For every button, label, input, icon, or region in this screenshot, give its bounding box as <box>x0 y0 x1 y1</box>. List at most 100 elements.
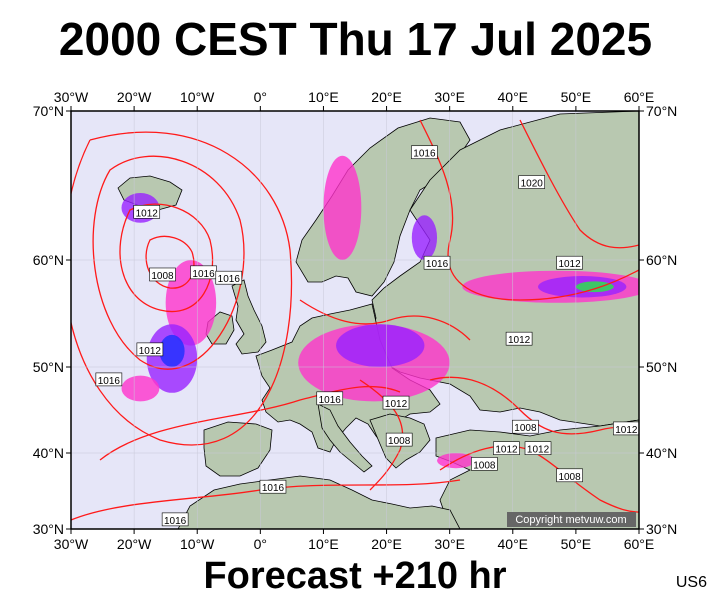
lon-tick-label-bottom: 20°E <box>371 536 402 552</box>
isobar-line <box>119 203 214 313</box>
isobar-line <box>439 445 639 513</box>
lat-tick-label-left: 60°N <box>33 252 64 268</box>
precip-area <box>575 281 614 293</box>
isobars <box>71 119 639 521</box>
isobar-value: 1008 <box>473 460 496 471</box>
isobar-label: 1016 <box>95 372 123 387</box>
isobar-value: 1016 <box>98 376 121 387</box>
model-code: US6 <box>675 574 707 591</box>
lon-tick-label-bottom: 10°E <box>308 536 339 552</box>
isobar-label: 1016 <box>161 512 189 527</box>
isobar-value: 1008 <box>514 423 537 434</box>
lon-tick-label-top: 0° <box>254 89 267 105</box>
lon-tick-label-top: 10°E <box>308 89 339 105</box>
isobar-value: 1016 <box>413 149 436 160</box>
isobar-label: 1008 <box>385 432 413 447</box>
isobar-value: 1012 <box>508 335 531 346</box>
precipitation-field <box>121 155 639 469</box>
lon-tick-label-bottom: 60°E <box>624 536 655 552</box>
isobar-value: 1008 <box>558 472 581 483</box>
isobar-label: 1016 <box>190 265 217 280</box>
isobar-value: 1016 <box>262 483 285 494</box>
isobar-label: 1008 <box>471 457 498 471</box>
isobar-value: 1016 <box>426 259 449 270</box>
lat-ticks-left: 70°N 60°N 50°N 40°N 30°N <box>33 103 71 537</box>
land-italy <box>317 403 373 473</box>
lat-tick-label-left: 30°N <box>33 521 64 537</box>
isobar-label: 1012 <box>136 342 164 357</box>
lon-tick-label-bottom: 40°E <box>498 536 529 552</box>
isobar-value: 1016 <box>164 516 187 527</box>
isobar-label: 1016 <box>316 391 344 406</box>
copyright-text: Copyright metvuw.com <box>515 514 626 526</box>
isobar-label: 1012 <box>556 255 583 270</box>
isobar-line <box>145 235 195 289</box>
lat-tick-label-right: 50°N <box>646 359 677 375</box>
isobar-value: 1008 <box>388 436 411 447</box>
isobar-value: 1012 <box>527 445 550 456</box>
copyright-badge: Copyright metvuw.com <box>507 512 636 527</box>
isobar-label: 1016 <box>423 255 451 270</box>
lon-tick-label-bottom: 20°W <box>117 536 152 552</box>
isobar-label: 1012 <box>133 205 161 219</box>
lon-tick-label-top: 50°E <box>561 89 592 105</box>
lon-tick-label-top: 20°W <box>117 89 152 105</box>
lon-tick-label-top: 30°W <box>54 89 89 105</box>
lon-tick-label-bottom: 50°E <box>561 536 592 552</box>
precip-area <box>121 375 160 402</box>
isobar-line <box>419 119 639 301</box>
forecast-label: Forecast +210 hr <box>203 555 507 597</box>
isobar-value: 1012 <box>495 445 518 456</box>
isobar-line <box>71 131 293 446</box>
lon-ticks-bottom: 30°W 20°W 10°W 0° 10°E 20°E 30°E 40°E 50°E 60°E <box>54 529 654 552</box>
isobar-label: 1008 <box>556 468 583 483</box>
isobar-line <box>99 385 401 461</box>
isobar-line <box>92 155 245 370</box>
lon-ticks-top: 30°W 20°W 10°W 0° 10°E 20°E 30°E 40°E 50°E 60°E <box>54 89 654 111</box>
lon-tick-label-bottom: 30°W <box>54 536 89 552</box>
isobar-value: 1012 <box>139 346 162 357</box>
land-great-britain <box>231 279 267 355</box>
lat-ticks-right: 70°N 60°N 50°N 40°N 30°N <box>639 103 677 537</box>
lat-tick-label-right: 60°N <box>646 252 677 268</box>
lon-tick-label-top: 40°E <box>498 89 529 105</box>
precip-area <box>336 324 425 367</box>
isobar-value: 1016 <box>192 269 215 280</box>
lon-tick-label-bottom: 0° <box>254 536 267 552</box>
lat-tick-label-right: 40°N <box>646 445 677 461</box>
isobar-value: 1012 <box>615 425 638 436</box>
isobar-label: 1008 <box>512 419 539 434</box>
precip-area <box>323 155 362 260</box>
isobar-label: 1012 <box>524 441 552 456</box>
precip-area <box>159 334 185 368</box>
isobar-value: 1016 <box>319 395 342 406</box>
isobar-value: 1016 <box>218 274 241 285</box>
lat-tick-label-right: 70°N <box>646 103 677 119</box>
lon-tick-label-top: 10°W <box>180 89 215 105</box>
isobar-value: 1012 <box>385 399 408 410</box>
isobar-value: 1012 <box>558 259 581 270</box>
isobar-label: 1012 <box>505 331 533 346</box>
map-frame <box>70 110 640 530</box>
lat-tick-label-left: 40°N <box>33 445 64 461</box>
isobar-label: 1012 <box>493 441 520 456</box>
isobar-line <box>359 379 404 491</box>
isobar-label: 1008 <box>149 267 176 282</box>
precip-area <box>411 215 438 260</box>
lon-tick-label-top: 60°E <box>624 89 655 105</box>
lon-tick-label-top: 20°E <box>371 89 402 105</box>
lon-tick-label-bottom: 10°W <box>180 536 215 552</box>
isobar-label: 1016 <box>215 270 243 285</box>
lat-tick-label-left: 50°N <box>33 359 64 375</box>
isobar-label: 1012 <box>382 395 410 410</box>
lon-tick-label-bottom: 30°E <box>434 536 465 552</box>
isobar-value: 1020 <box>521 179 544 190</box>
isobar-label: 1016 <box>259 479 287 494</box>
lat-tick-label-right: 30°N <box>646 521 677 537</box>
map-title: 2000 CEST Thu 17 Jul 2025 <box>58 13 653 65</box>
isobar-label: 1016 <box>411 145 438 160</box>
isobar-label: 1012 <box>613 421 639 436</box>
isobar-label: 1020 <box>518 175 546 190</box>
land-north-africa <box>177 475 461 529</box>
